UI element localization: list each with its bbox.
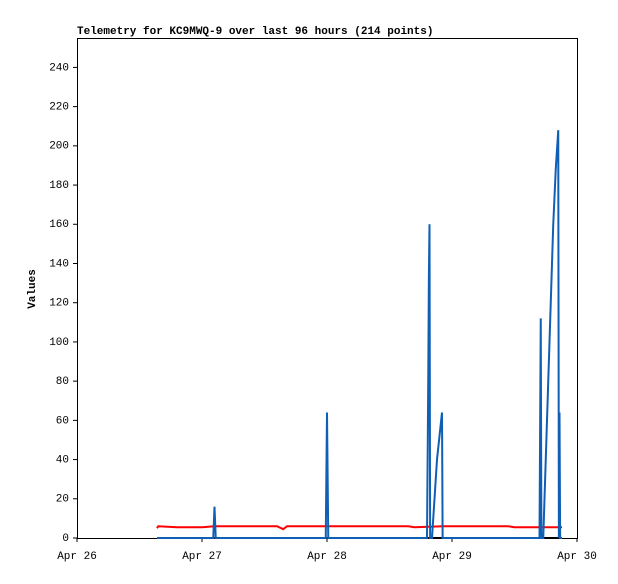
y-tick-label: 100 (49, 337, 69, 349)
x-tick-label: Apr 28 (307, 551, 347, 563)
y-tick-label: 140 (49, 258, 69, 270)
y-axis-label: Values (27, 269, 39, 309)
y-tick-label: 180 (49, 180, 69, 192)
x-tick-label: Apr 29 (432, 551, 472, 563)
x-tick-label: Apr 30 (557, 551, 597, 563)
y-tick-label: 120 (49, 298, 69, 310)
y-tick-label: 20 (56, 494, 69, 506)
chart-title: Telemetry for KC9MWQ-9 over last 96 hour… (77, 26, 433, 38)
y-tick-label: 160 (49, 219, 69, 231)
y-tick-label: 40 (56, 454, 69, 466)
series-line (157, 130, 562, 539)
series-line (156, 525, 562, 531)
y-tick-label: 240 (49, 62, 69, 74)
y-tick-label: 200 (49, 141, 69, 153)
y-tick-label: 60 (56, 415, 69, 427)
y-tick-label: 80 (56, 376, 69, 388)
y-tick-label: 220 (49, 102, 69, 114)
x-tick-label: Apr 26 (57, 551, 97, 563)
y-tick-label: 0 (62, 533, 69, 545)
x-tick-label: Apr 27 (182, 551, 222, 563)
